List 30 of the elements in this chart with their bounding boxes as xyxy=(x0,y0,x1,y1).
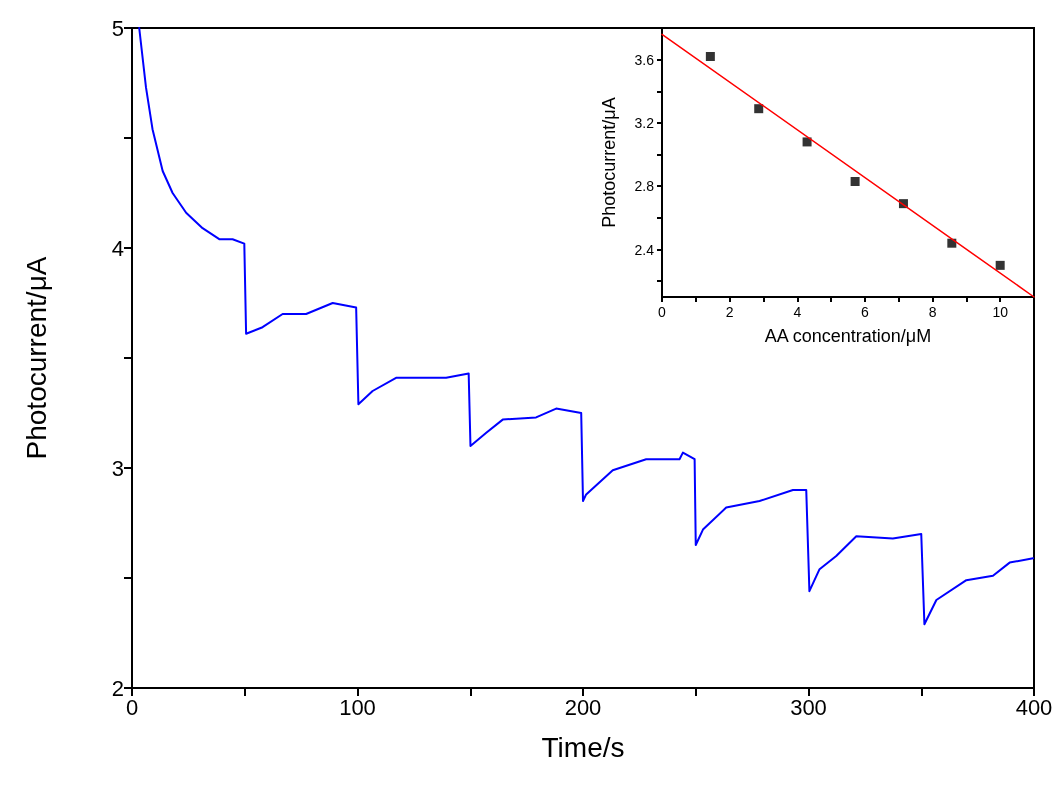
point xyxy=(850,176,860,186)
y-tick-label: 5 xyxy=(111,15,124,41)
x-tick-label: 200 xyxy=(564,694,602,720)
line-series xyxy=(138,27,1035,626)
x-tick-label: 2 xyxy=(725,304,734,320)
point xyxy=(995,260,1005,270)
x-tick-label: 0 xyxy=(125,694,139,720)
y-axis-title: Photocurrent/μA xyxy=(20,256,52,460)
x-tick-label: 0 xyxy=(658,304,667,320)
point xyxy=(705,51,715,61)
x-tick-label: 100 xyxy=(339,694,376,720)
y-tick-label: 3.2 xyxy=(634,114,655,131)
x-tick-label: 10 xyxy=(992,304,1009,320)
x-tick-label: 300 xyxy=(790,694,827,720)
y-tick-label: 3.6 xyxy=(634,51,655,68)
y-tick-label: 3 xyxy=(111,455,124,481)
point xyxy=(754,104,764,114)
x-tick-label: 400 xyxy=(1015,694,1053,720)
x-tick-label: 8 xyxy=(928,304,937,320)
x-tick-label: 4 xyxy=(793,304,802,320)
x-axis-title: AA concentration/μM xyxy=(764,326,932,346)
x-tick-label: 6 xyxy=(861,304,870,320)
y-axis-title: Photocurrent/μA xyxy=(599,97,619,228)
y-tick-label: 2.8 xyxy=(634,178,655,195)
x-axis-title: Time/s xyxy=(541,731,625,763)
point xyxy=(802,137,812,147)
y-tick-label: 2 xyxy=(111,675,124,701)
point xyxy=(947,238,957,248)
y-tick-label: 4 xyxy=(111,235,124,261)
y-tick-label: 2.4 xyxy=(634,241,655,258)
